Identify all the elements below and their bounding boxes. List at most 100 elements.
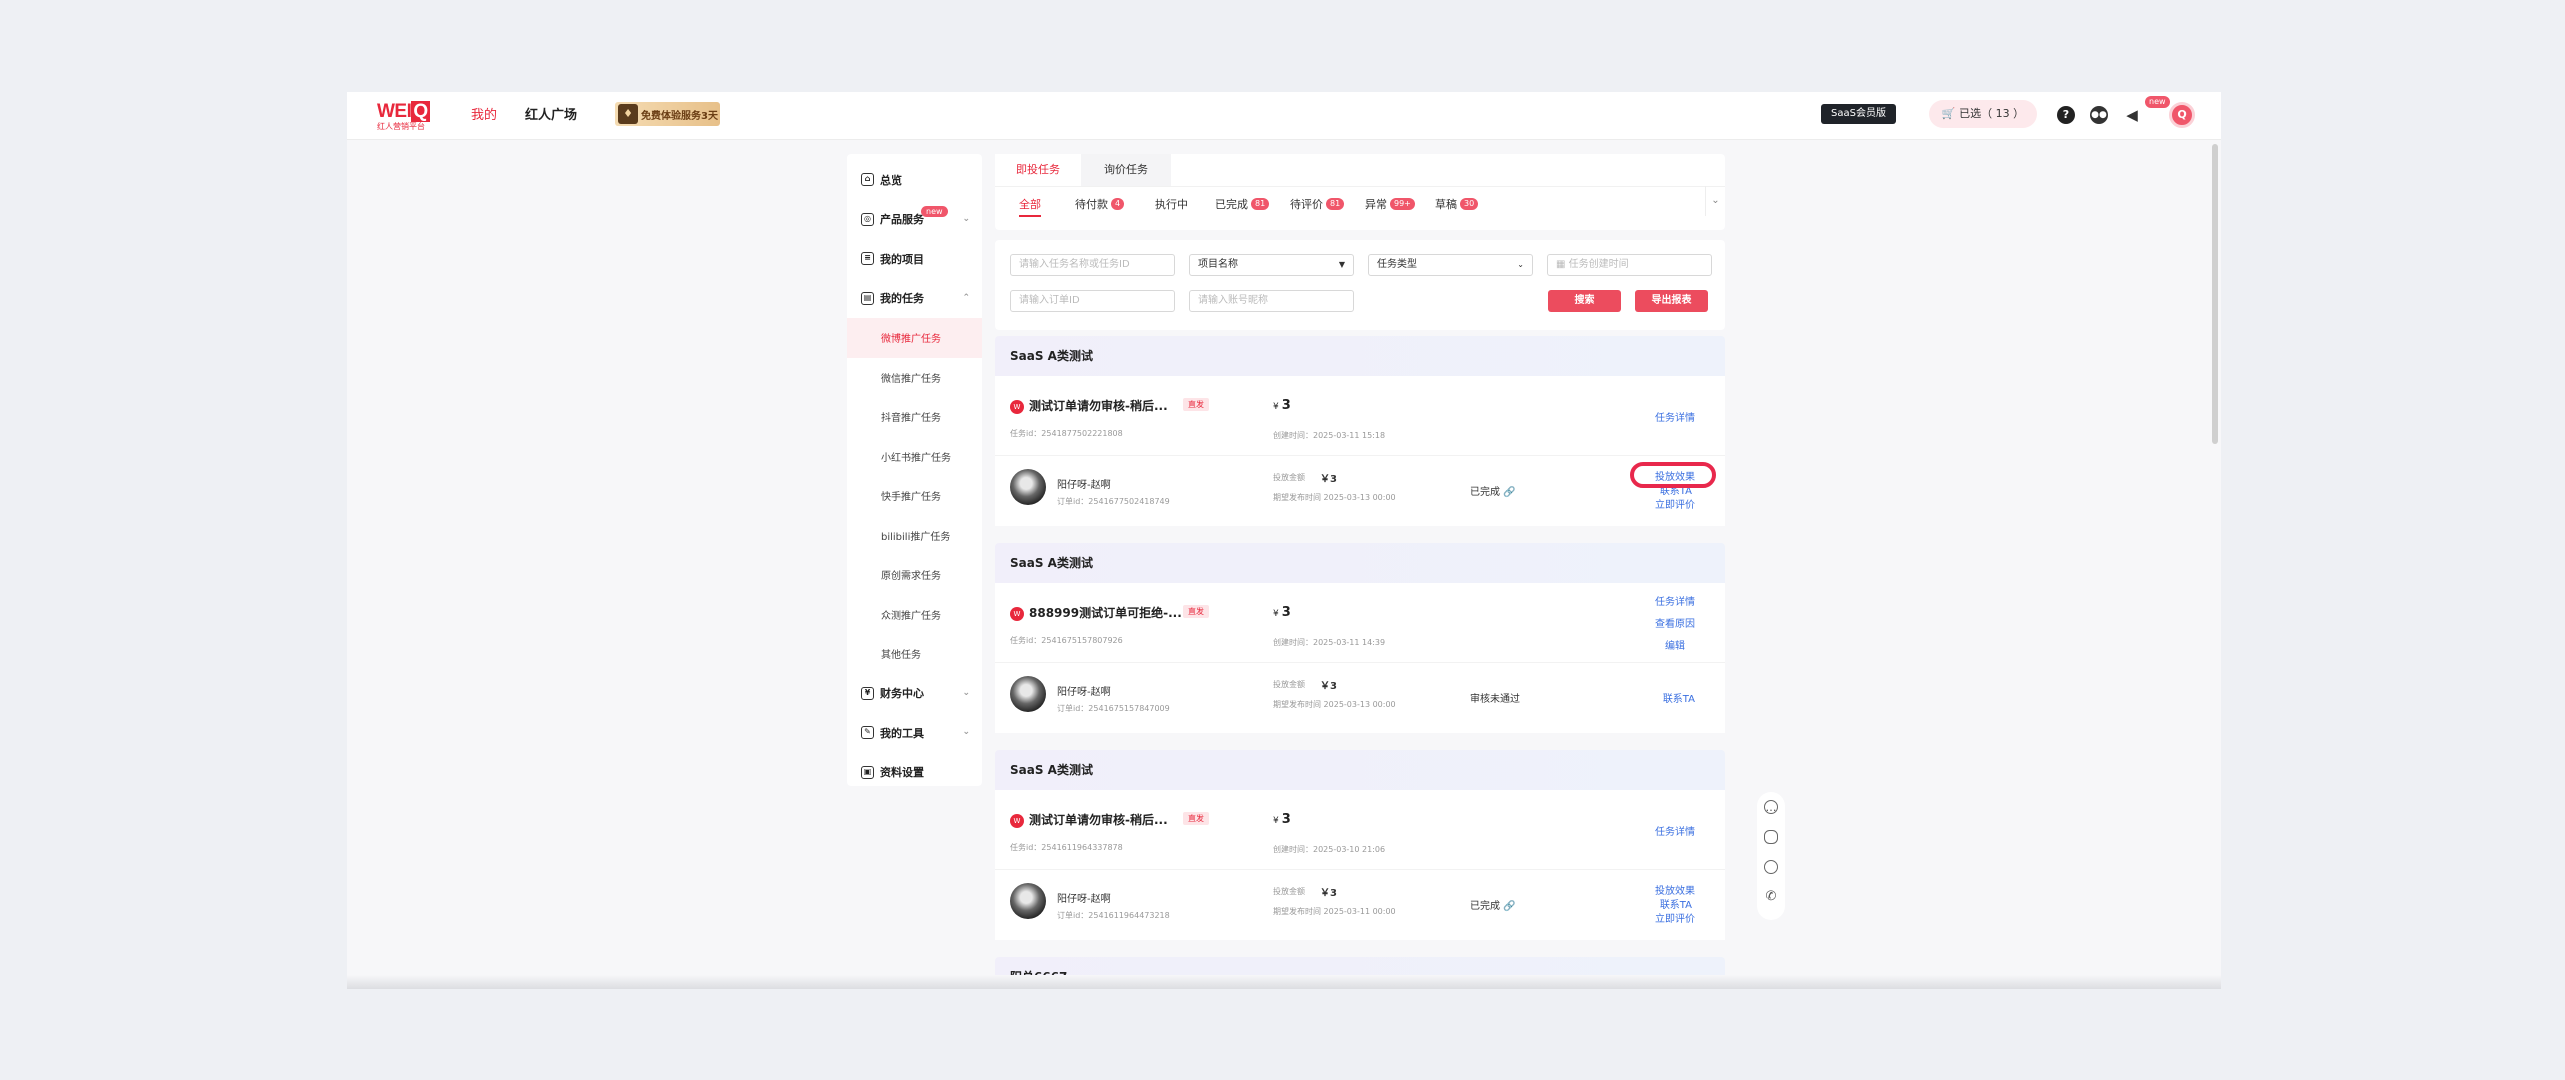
qq-icon[interactable] [1764, 860, 1778, 874]
sidebar-sub-wechat[interactable]: 微信推广任务 [881, 373, 941, 385]
task-price: ¥3 [1273, 398, 1291, 413]
created-time-picker[interactable]: ▦ 任务创建时间 [1547, 254, 1712, 276]
direct-badge: 直发 [1183, 605, 1209, 618]
task-price: ¥3 [1273, 812, 1291, 827]
cart-button[interactable]: 🛒 已选（ 13 ） [1929, 100, 2037, 128]
status-tab-executing[interactable]: 执行中 [1155, 198, 1188, 211]
sidebar-item-settings[interactable]: ▣ 资料设置 [847, 753, 982, 793]
search-button[interactable]: 搜索 [1548, 290, 1621, 312]
task-row: W 888999测试订单可拒绝-... 直发 任务id：254167515780… [995, 583, 1725, 663]
group-header: SaaS A类测试 [995, 543, 1725, 583]
created-time: 创建时间：2025-03-10 21:06 [1273, 845, 1386, 854]
status-tab-pending-review[interactable]: 待评价 81 [1290, 196, 1345, 212]
task-detail-link[interactable]: 任务详情 [1655, 413, 1695, 424]
export-button[interactable]: 导出报表 [1635, 290, 1708, 312]
tools-icon: ✎ [861, 726, 874, 740]
divider [995, 186, 1725, 187]
saas-badge[interactable]: SaaS会员版 [1821, 104, 1896, 124]
chevron-up-icon: ⌃ [962, 292, 970, 303]
sidebar-item-tasks[interactable]: ▤ 我的任务 ⌃ [847, 279, 982, 319]
direct-badge: 直发 [1183, 812, 1209, 825]
avatar [1010, 469, 1046, 505]
weiq-logo[interactable]: WEI Q 红人营销平台 [377, 101, 430, 131]
contact-link[interactable]: 联系TA [1659, 900, 1692, 911]
status-tab-abnormal[interactable]: 异常 99+ [1365, 196, 1415, 212]
status-tab-completed[interactable]: 已完成 81 [1215, 196, 1270, 212]
view-reason-link[interactable]: 查看原因 [1655, 619, 1695, 630]
task-id: 任务id：2541675157807926 [1010, 636, 1123, 645]
order-id-input[interactable]: 请输入订单ID [1010, 290, 1175, 312]
sidebar-sub-douyin[interactable]: 抖音推广任务 [881, 413, 941, 425]
publish-label: 期望发布时间 2025-03-13 00:00 [1273, 493, 1396, 502]
sidebar-sub-bilibili[interactable]: bilibili推广任务 [881, 531, 951, 543]
task-group: SaaS A类测试 W 测试订单请勿审核-稍后... 直发 任务id：25418… [995, 336, 1725, 526]
status-tab-pending-pay[interactable]: 待付款 4 [1075, 196, 1125, 212]
wechat-icon[interactable] [1764, 830, 1778, 844]
amount-label: 投放金额 [1273, 680, 1305, 689]
task-row: W 测试订单请勿审核-稍后... 直发 任务id：254161196433787… [995, 790, 1725, 870]
status-tab-draft[interactable]: 草稿 30 [1435, 196, 1479, 212]
task-title[interactable]: 888999测试订单可拒绝-... [1029, 606, 1182, 620]
nav-influencer-plaza[interactable]: 红人广场 [525, 108, 578, 123]
tab-dispatch[interactable]: 即投任务 [995, 154, 1081, 186]
task-type-select[interactable]: 任务类型 ⌄ [1368, 254, 1533, 276]
task-title[interactable]: 测试订单请勿审核-稍后... [1029, 813, 1168, 827]
effect-link[interactable]: 投放效果 [1655, 886, 1695, 897]
review-link[interactable]: 立即评价 [1655, 914, 1695, 925]
sidebar-item-product[interactable]: ◎ 产品服务 new ⌄ [847, 200, 982, 240]
tab-quote[interactable]: 询价任务 [1081, 154, 1171, 186]
effect-link[interactable]: 投放效果 [1655, 472, 1695, 483]
amount-value: ￥3 [1320, 474, 1337, 485]
task-search-input[interactable]: 请输入任务名称或任务ID [1010, 254, 1175, 276]
avatar [1010, 676, 1046, 712]
top-bar: WEI Q 红人营销平台 我的 红人广场 ♦ 免费体验服务3天 SaaS会员版 🛒… [347, 92, 2221, 140]
sidebar-sub-original[interactable]: 原创需求任务 [881, 571, 941, 583]
sidebar-item-overview[interactable]: ⌂ 总览 [847, 160, 982, 200]
sidebar-sub-other[interactable]: 其他任务 [881, 650, 921, 662]
sidebar-item-finance[interactable]: ¥ 财务中心 ⌄ [847, 674, 982, 714]
sidebar-sub-kuaishou[interactable]: 快手推广任务 [881, 492, 941, 504]
sidebar-item-tools[interactable]: ✎ 我的工具 ⌄ [847, 713, 982, 753]
product-icon: ◎ [861, 212, 874, 226]
sidebar-item-projects[interactable]: ≡ 我的项目 [847, 239, 982, 279]
sidebar-sub-xiaohongshu[interactable]: 小红书推广任务 [881, 452, 951, 464]
task-id: 任务id：25418775022218​08 [1010, 429, 1123, 438]
promo-banner[interactable]: ♦ 免费体验服务3天 [615, 102, 720, 126]
more-icon[interactable]: … [1764, 800, 1778, 814]
speaker-icon[interactable]: ◀ [2126, 106, 2138, 124]
chevron-down-icon[interactable]: ⌄ [1705, 186, 1725, 216]
order-row: 阳仔呀-赵啊 订单id：2541611964473218 投放金额 ￥3 期望发… [995, 870, 1725, 940]
chevron-down-icon: ⌄ [962, 213, 970, 224]
message-icon[interactable]: ●● [2090, 106, 2108, 124]
sidebar-sub-crowdtest[interactable]: 众测推广任务 [881, 610, 941, 622]
contact-link[interactable]: 联系TA [1659, 486, 1692, 497]
contact-link[interactable]: 联系TA [1662, 694, 1695, 705]
direct-badge: 直发 [1183, 398, 1209, 411]
task-detail-link[interactable]: 任务详情 [1655, 597, 1695, 608]
account-input[interactable]: 请输入账号昵称 [1189, 290, 1354, 312]
publish-label: 期望发布时间 2025-03-13 00:00 [1273, 700, 1396, 709]
project-select[interactable]: 项目名称 ▼ [1189, 254, 1354, 276]
edit-link[interactable]: 编辑 [1665, 641, 1685, 652]
home-icon: ⌂ [861, 173, 874, 187]
weibo-icon: W [1010, 400, 1024, 414]
weibo-icon: W [1010, 814, 1024, 828]
chevron-down-icon: ⌄ [1517, 260, 1524, 269]
task-tabs: 即投任务 询价任务 全部 待付款 4 执行中 已完成 81 待评价 81 异常 99+ … [995, 154, 1725, 230]
task-detail-link[interactable]: 任务详情 [1655, 827, 1695, 838]
task-price: ¥3 [1273, 605, 1291, 620]
review-link[interactable]: 立即评价 [1655, 500, 1695, 511]
order-row: 阳仔呀-赵啊 订单id：2541675157847009 投放金额 ￥3 期望发… [995, 663, 1725, 733]
task-title[interactable]: 测试订单请勿审核-稍后... [1029, 399, 1168, 413]
help-icon[interactable]: ? [2057, 106, 2075, 124]
nav-mine[interactable]: 我的 [471, 108, 498, 123]
scrollbar[interactable] [2212, 144, 2218, 444]
floating-toolbar: … ✆ [1757, 792, 1785, 920]
profile-icon: ▣ [861, 765, 874, 779]
status-tab-all[interactable]: 全部 [1019, 196, 1041, 217]
order-state: 已完成 🔗 [1470, 901, 1516, 912]
account-name: 阳仔呀-赵啊 [1057, 480, 1111, 491]
user-avatar[interactable]: Q [2169, 102, 2195, 128]
sidebar-sub-weibo[interactable]: 微博推广任务 [847, 318, 982, 358]
phone-icon[interactable]: ✆ [1765, 889, 1777, 904]
